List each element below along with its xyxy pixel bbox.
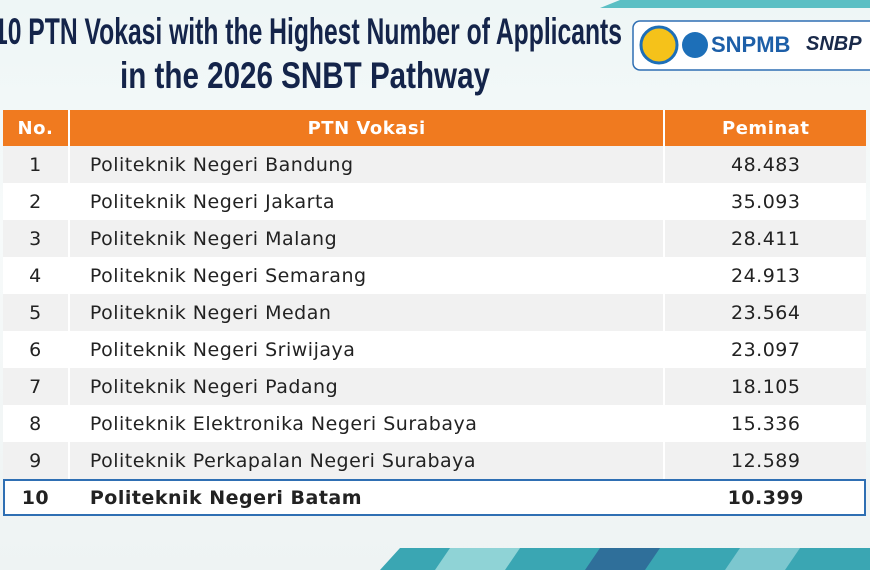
logo-emblem — [682, 32, 708, 58]
cell: 2 — [29, 190, 42, 213]
table-row: 8 Politeknik Elektronika Negeri Surabaya 1… — [3, 405, 866, 442]
stripe — [725, 548, 800, 570]
header-cell: No. — [17, 117, 54, 139]
table-row: 4 Politeknik Negeri Semarang 24.913 — [3, 257, 866, 294]
cell: 7 — [29, 375, 42, 398]
stripe — [600, 0, 870, 8]
table-row: 10 Politeknik Negeri Batam 10.399 — [3, 479, 866, 516]
cell: 28.411 — [663, 220, 866, 257]
cell: 4 — [29, 264, 42, 287]
cell: Politeknik Negeri Medan — [67, 294, 664, 331]
logo-emblem — [639, 25, 679, 65]
table-row: 5 Politeknik Negeri Medan 23.564 — [3, 294, 866, 331]
cell: 24.913 — [663, 257, 866, 294]
cell: Politeknik Negeri Malang — [67, 220, 664, 257]
header-cell: PTN Vokasi — [67, 110, 664, 146]
cell: Politeknik Negeri Sriwijaya — [67, 331, 664, 368]
header-row: No. PTN Vokasi Peminat — [3, 110, 866, 146]
cell: 12.589 — [663, 442, 866, 479]
cell: 10 — [21, 486, 50, 509]
cell: 23.564 — [663, 294, 866, 331]
stripe — [435, 548, 520, 570]
cell: 3 — [29, 227, 42, 250]
cell: 10.399 — [663, 479, 866, 516]
cell: 15.336 — [663, 405, 866, 442]
cell: 8 — [29, 412, 42, 435]
header-cell: Peminat — [663, 110, 866, 146]
table-row: 1 Politeknik Negeri Bandung 48.483 — [3, 146, 866, 183]
cell: 48.483 — [663, 146, 866, 183]
cell: 1 — [29, 153, 42, 176]
stripe — [585, 548, 660, 570]
title-line: 10 PTN Vokasi with the Highest Number of… — [0, 11, 622, 52]
cell: Politeknik Negeri Jakarta — [67, 183, 664, 220]
table-row: 9 Politeknik Perkapalan Negeri Surabaya 12… — [3, 442, 866, 479]
cell: 5 — [29, 301, 42, 324]
cell: Politeknik Negeri Batam — [67, 479, 664, 516]
cell: 18.105 — [663, 368, 866, 405]
table-row: 2 Politeknik Negeri Jakarta 35.093 — [3, 183, 866, 220]
table-row: 3 Politeknik Negeri Malang 28.411 — [3, 220, 866, 257]
table-row: 7 Politeknik Negeri Padang 18.105 — [3, 368, 866, 405]
cell: Politeknik Perkapalan Negeri Surabaya — [67, 442, 664, 479]
cell: Politeknik Negeri Semarang — [67, 257, 664, 294]
cell: Politeknik Negeri Bandung — [67, 146, 664, 183]
logo-text: SNPMB — [711, 32, 790, 57]
logo-text: SNBP — [806, 33, 862, 55]
table-row: 6 Politeknik Negeri Sriwijaya 23.097 — [3, 331, 866, 368]
cell: Politeknik Negeri Padang — [67, 368, 664, 405]
cell: 35.093 — [663, 183, 866, 220]
title-line: in the 2026 SNBT Pathway — [120, 55, 490, 96]
cell: Politeknik Elektronika Negeri Surabaya — [67, 405, 664, 442]
cell: 23.097 — [663, 331, 866, 368]
cell: 6 — [29, 338, 42, 361]
cell: 9 — [29, 449, 42, 472]
table: No. PTN Vokasi Peminat 1 Politeknik Negeri B… — [3, 110, 866, 516]
